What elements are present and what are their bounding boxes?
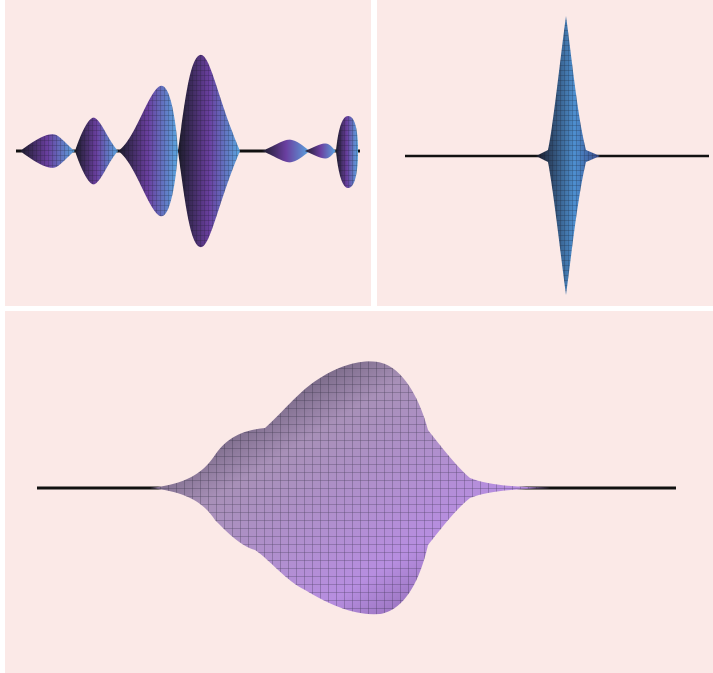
surface-top-left bbox=[16, 54, 360, 248]
surface-bottom bbox=[37, 361, 676, 615]
surface-top-right bbox=[405, 16, 709, 295]
